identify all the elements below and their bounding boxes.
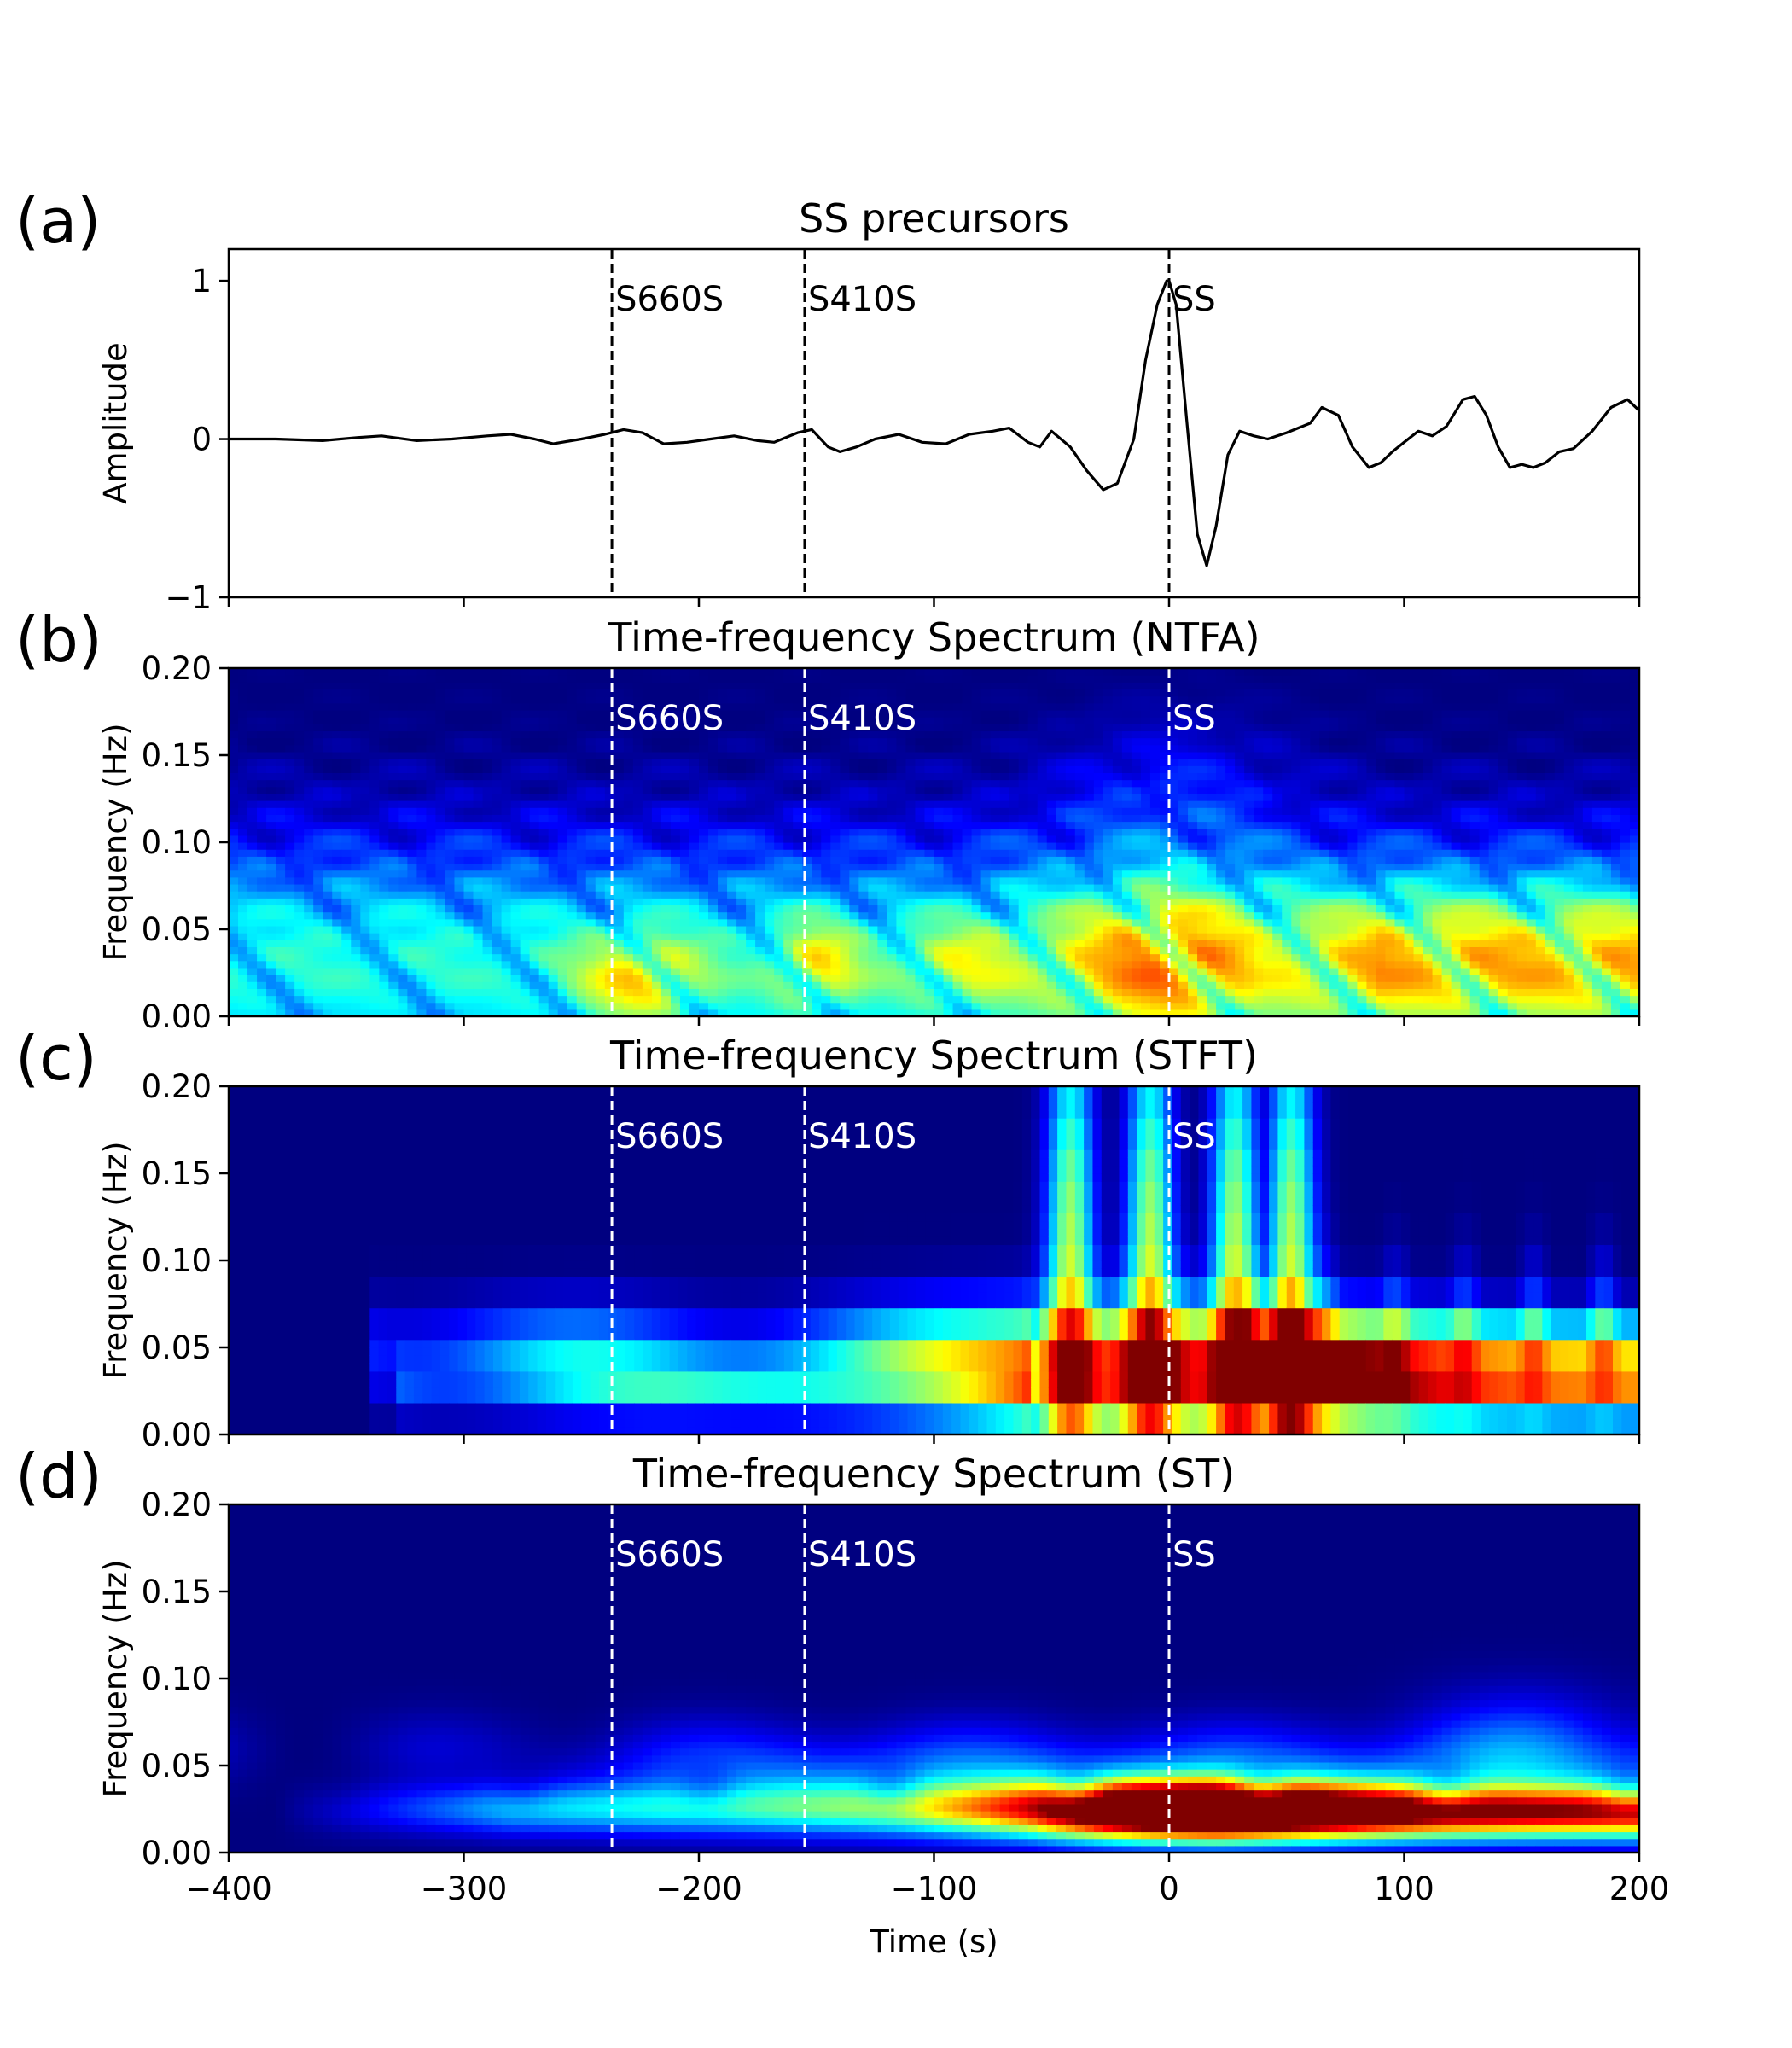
plot-area — [229, 249, 1639, 597]
x-tick-label: −300 — [421, 1871, 508, 1907]
y-tick-label: 0.10 — [142, 824, 212, 861]
y-tick-label: 0.05 — [142, 1748, 212, 1784]
panel-title: SS precursors — [799, 195, 1069, 241]
panel-c: (c) Time-frequency Spectrum (STFT) S660S S4… — [15, 1022, 1640, 1453]
x-tick-label: −400 — [185, 1871, 272, 1907]
y-tick-label: 0 — [191, 422, 212, 458]
y-tick-label: 1 — [191, 263, 212, 300]
phase-marker-label: S410S — [808, 1117, 916, 1156]
y-axis-label: Frequency (Hz) — [97, 1141, 134, 1379]
y-tick-label: 0.00 — [142, 1835, 212, 1871]
heatmap-cells — [229, 1504, 1640, 1853]
phase-marker-label: S660S — [615, 1535, 724, 1574]
panel-title: Time-frequency Spectrum (NTFA) — [607, 614, 1260, 660]
x-tick-label: 200 — [1609, 1871, 1670, 1907]
phase-marker-label: SS — [1172, 1117, 1216, 1156]
phase-marker-label: S660S — [615, 280, 724, 319]
heatmap-cells — [229, 1086, 1640, 1435]
x-axis-label: Time (s) — [869, 1923, 998, 1960]
x-tick-label: −100 — [891, 1871, 978, 1907]
y-tick-label: 0.10 — [142, 1661, 212, 1697]
y-tick-label: 0.05 — [142, 911, 212, 948]
y-tick-label: 0.10 — [142, 1242, 212, 1279]
heatmap-cells — [229, 668, 1640, 1017]
y-tick-label: 0.20 — [142, 650, 212, 687]
phase-marker-label: S660S — [615, 1117, 724, 1156]
x-tick-label: −200 — [655, 1871, 742, 1907]
y-tick-label: 0.05 — [142, 1329, 212, 1366]
y-tick-label: 0.15 — [142, 737, 212, 774]
y-axis-label: Frequency (Hz) — [97, 1559, 134, 1797]
phase-marker-label: S410S — [808, 280, 916, 319]
phase-marker-label: SS — [1172, 1535, 1216, 1574]
panel-letter: (a) — [15, 185, 101, 257]
x-tick-label: 100 — [1374, 1871, 1434, 1907]
y-tick-label: −1 — [165, 579, 212, 616]
y-axis-label: Frequency (Hz) — [97, 723, 134, 961]
panel-letter: (b) — [15, 604, 102, 676]
panel-title: Time-frequency Spectrum (STFT) — [609, 1033, 1258, 1079]
panel-a: (a) SS precursors S660S S410S SS −1 0 1 Amplitud… — [15, 185, 1639, 616]
y-tick-label: 0.20 — [142, 1487, 212, 1523]
phase-marker-label: SS — [1172, 699, 1216, 738]
y-tick-label: 0.15 — [142, 1155, 212, 1192]
panel-letter: (c) — [15, 1022, 97, 1094]
y-tick-label: 0.15 — [142, 1574, 212, 1610]
x-tick-label: 0 — [1159, 1871, 1179, 1907]
phase-marker-label: SS — [1172, 280, 1216, 319]
phase-marker-label: S660S — [615, 699, 724, 738]
panel-b: (b) Time-frequency Spectrum (NTFA) S660S S4… — [15, 604, 1640, 1035]
panel-title: Time-frequency Spectrum (ST) — [632, 1451, 1235, 1497]
y-tick-label: 0.00 — [142, 1417, 212, 1453]
phase-marker-label: S410S — [808, 699, 916, 738]
panel-letter: (d) — [15, 1440, 102, 1512]
phase-marker-label: S410S — [808, 1535, 916, 1574]
y-tick-label: 0.00 — [142, 998, 212, 1035]
y-tick-label: 0.20 — [142, 1068, 212, 1105]
y-axis-label: Amplitude — [97, 342, 134, 504]
